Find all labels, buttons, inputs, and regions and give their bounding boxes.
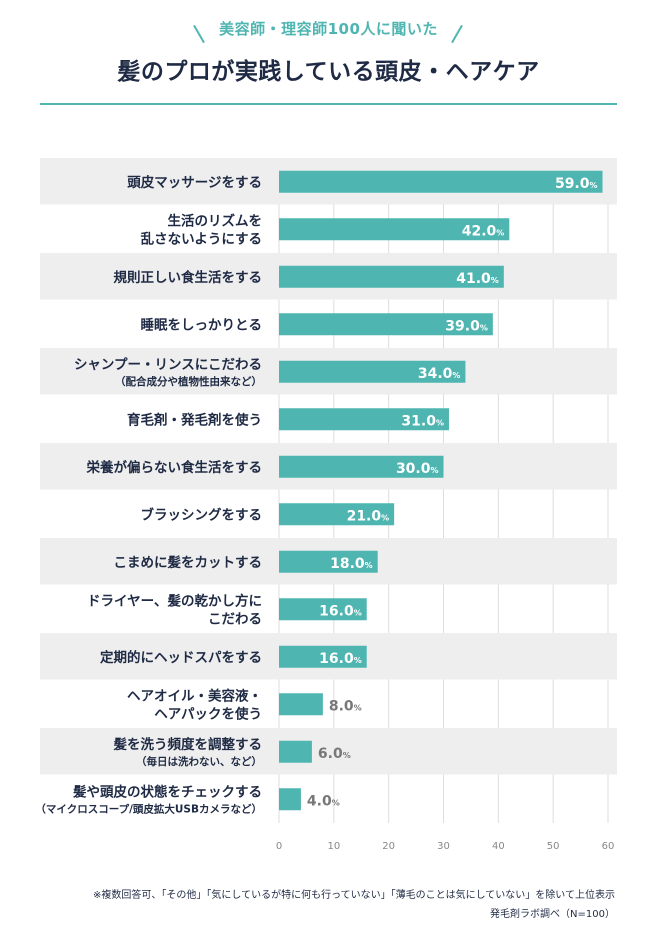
bar-value-unit: % xyxy=(452,371,460,380)
category-label: 栄養が偏らない食生活をする xyxy=(86,459,263,476)
bar xyxy=(279,170,603,193)
category-label: シャンプー・リンスにこだわる xyxy=(74,357,262,373)
bar-value-unit: % xyxy=(365,561,373,570)
x-tick-label: 40 xyxy=(492,841,505,852)
category-label: 規則正しい食生活をする xyxy=(114,269,263,286)
bar xyxy=(279,740,312,763)
bar-value-unit: % xyxy=(491,276,499,285)
x-tick-label: 60 xyxy=(602,841,615,852)
bar-value-number: 8.0 xyxy=(329,698,354,714)
bar-value-label: 41.0% xyxy=(456,271,499,287)
bar-value-label: 59.0% xyxy=(555,176,598,192)
chart-title: 髪のプロが実践している頭皮・ヘアケア xyxy=(117,59,540,85)
bar-value-unit: % xyxy=(354,703,362,712)
bar xyxy=(279,455,444,478)
bar-value-number: 39.0 xyxy=(445,318,480,334)
category-note: （配合成分や植物性由来など） xyxy=(115,375,262,388)
bar-value-number: 31.0 xyxy=(401,413,436,429)
footnote-source: 発毛剤ラボ調べ（N=100） xyxy=(490,909,615,920)
bar-value-label: 4.0% xyxy=(307,793,340,809)
category-label: 育毛剤・発毛剤を使う xyxy=(127,411,262,428)
bar-value-label: 16.0% xyxy=(319,651,362,667)
bar-value-label: 42.0% xyxy=(462,223,505,239)
bar xyxy=(279,313,493,336)
bar-value-unit: % xyxy=(496,228,504,237)
category-label: ブラッシングをする xyxy=(141,506,263,523)
bar-value-number: 16.0 xyxy=(319,651,354,667)
category-label: 髪や頭皮の状態をチェックする xyxy=(72,783,262,800)
bar xyxy=(279,408,449,431)
category-label: ヘアオイル・美容液・ xyxy=(127,687,262,704)
bar-value-unit: % xyxy=(343,751,351,760)
category-label: こまめに髪をカットする xyxy=(114,554,263,571)
bar-value-number: 41.0 xyxy=(456,271,491,287)
category-note: （マイクロスコープ/頭皮拡大USBカメラなど） xyxy=(35,802,262,815)
bar-value-unit: % xyxy=(381,513,389,522)
chart-subtitle-wrap: 美容師・理容師100人に聞いた xyxy=(0,18,657,39)
category-label: ヘアパックを使う xyxy=(154,705,262,722)
bar-value-unit: % xyxy=(354,656,362,665)
bar-value-label: 21.0% xyxy=(347,508,390,524)
category-label: 定期的にヘッドスパをする xyxy=(100,649,262,666)
bar xyxy=(279,265,504,288)
category-label: 生活のリズムを xyxy=(168,212,263,229)
x-tick-label: 20 xyxy=(382,841,395,852)
category-label: 頭皮マッサージをする xyxy=(127,174,262,191)
bar-value-number: 21.0 xyxy=(347,508,382,524)
bar-value-unit: % xyxy=(480,323,488,332)
x-tick-label: 0 xyxy=(276,841,282,852)
bar-value-number: 42.0 xyxy=(462,223,497,239)
bar-value-label: 31.0% xyxy=(401,413,444,429)
bar xyxy=(279,598,367,621)
bar-value-unit: % xyxy=(590,181,598,190)
bar-value-number: 18.0 xyxy=(330,556,365,572)
bar-value-number: 16.0 xyxy=(319,603,354,619)
category-label: こだわる xyxy=(208,611,262,627)
bar-value-label: 39.0% xyxy=(445,318,488,334)
bar-value-unit: % xyxy=(436,418,444,427)
x-tick-label: 30 xyxy=(437,841,450,852)
bar xyxy=(279,218,510,241)
bar xyxy=(279,360,466,383)
bar-value-number: 34.0 xyxy=(418,366,453,382)
footnote-note: ※複数回答可、「その他」「気にしているが特に何も行っていない」「薄毛のことは気に… xyxy=(93,890,615,901)
bar xyxy=(279,788,301,811)
category-label: 睡眠をしっかりとる xyxy=(141,317,263,333)
bar-value-unit: % xyxy=(430,466,438,475)
x-tick-label: 50 xyxy=(547,841,560,852)
bar-value-unit: % xyxy=(332,798,340,807)
bar-value-number: 59.0 xyxy=(555,176,590,192)
bar-value-label: 16.0% xyxy=(319,603,362,619)
bar-value-number: 30.0 xyxy=(396,461,431,477)
chart-subtitle: 美容師・理容師100人に聞いた xyxy=(219,20,438,38)
bar-value-number: 6.0 xyxy=(318,746,343,762)
bar-value-unit: % xyxy=(354,608,362,617)
bar xyxy=(279,550,378,573)
bar-value-label: 18.0% xyxy=(330,556,373,572)
bar-value-label: 8.0% xyxy=(329,698,362,714)
category-label: 乱さないようにする xyxy=(141,230,262,247)
title-underline xyxy=(40,103,617,105)
bar xyxy=(279,693,323,716)
bar-value-number: 4.0 xyxy=(307,793,332,809)
bar-value-label: 34.0% xyxy=(418,366,461,382)
bar-value-label: 30.0% xyxy=(396,461,439,477)
bar xyxy=(279,645,367,668)
bar-value-label: 6.0% xyxy=(318,746,351,762)
x-tick-label: 10 xyxy=(327,841,340,852)
category-note: （毎日は洗わない、など） xyxy=(136,755,262,768)
row-shade xyxy=(40,728,617,775)
category-label: 髪を洗う頻度を調整する xyxy=(113,736,263,753)
category-label: ドライヤー、髪の乾かし方に xyxy=(87,592,262,609)
bar xyxy=(279,503,395,526)
